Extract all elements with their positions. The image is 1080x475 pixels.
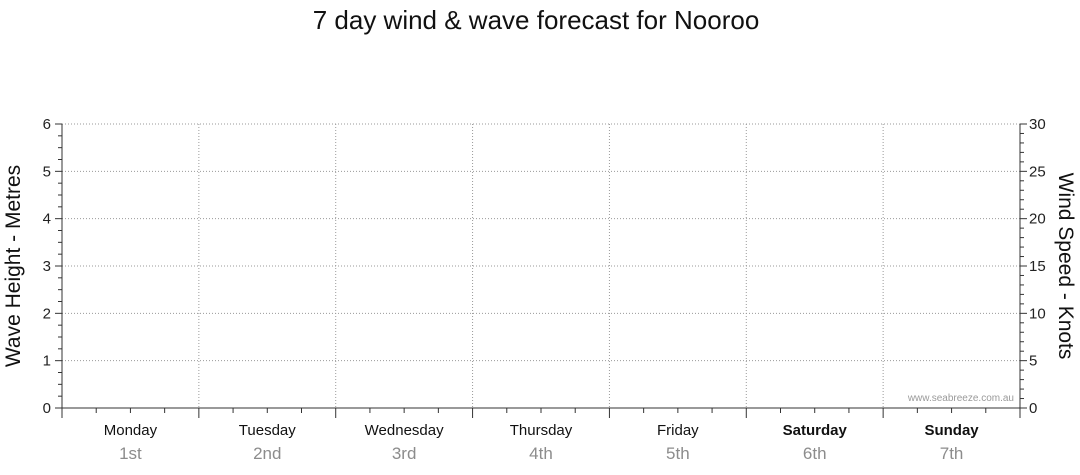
- day-name-label: Monday: [104, 422, 158, 439]
- day-name-label: Thursday: [510, 422, 573, 439]
- day-date-label: 4th: [529, 444, 553, 463]
- day-labels: Monday 1st Tuesday 2nd Wednesday 3rd Thursday 4…: [104, 422, 980, 463]
- x-axis-ticks: [61, 408, 1021, 418]
- chart-title: 7 day wind & wave forecast for Nooroo: [313, 5, 760, 35]
- left-tick-label: 2: [43, 305, 51, 322]
- left-axis-ticks: 0 1 2 3 4 5 6: [43, 116, 62, 417]
- right-axis-ticks: 0 5 10 15 20 25 30: [1020, 116, 1046, 417]
- day-date-label: 3rd: [392, 444, 417, 463]
- left-tick-label: 1: [43, 353, 51, 370]
- right-tick-label: 20: [1029, 211, 1046, 228]
- left-tick-label: 0: [43, 400, 51, 417]
- right-tick-label: 25: [1029, 163, 1046, 180]
- day-date-label: 6th: [803, 444, 827, 463]
- day-name-label: Friday: [657, 422, 699, 439]
- right-tick-label: 0: [1029, 400, 1037, 417]
- day-name-label: Sunday: [924, 422, 979, 439]
- watermark: www.seabreeze.com.au: [907, 393, 1014, 404]
- right-tick-label: 30: [1029, 116, 1046, 133]
- grid-lines: [62, 123, 1020, 408]
- day-date-label: 1st: [119, 444, 142, 463]
- left-tick-label: 4: [43, 211, 51, 228]
- right-tick-label: 10: [1029, 305, 1046, 322]
- left-axis-label: Wave Height - Metres: [2, 165, 25, 367]
- day-name-label: Tuesday: [239, 422, 296, 439]
- day-name-label: Wednesday: [365, 422, 444, 439]
- day-date-label: 2nd: [253, 444, 281, 463]
- axes: [61, 124, 1021, 409]
- left-tick-label: 3: [43, 258, 51, 275]
- right-tick-label: 5: [1029, 353, 1037, 370]
- day-date-label: 5th: [666, 444, 690, 463]
- left-tick-label: 5: [43, 163, 51, 180]
- right-tick-label: 15: [1029, 258, 1046, 275]
- day-date-label: 7th: [940, 444, 964, 463]
- right-axis-label: Wind Speed - Knots: [1054, 173, 1077, 360]
- left-tick-label: 6: [43, 116, 51, 133]
- day-name-label: Saturday: [783, 422, 848, 439]
